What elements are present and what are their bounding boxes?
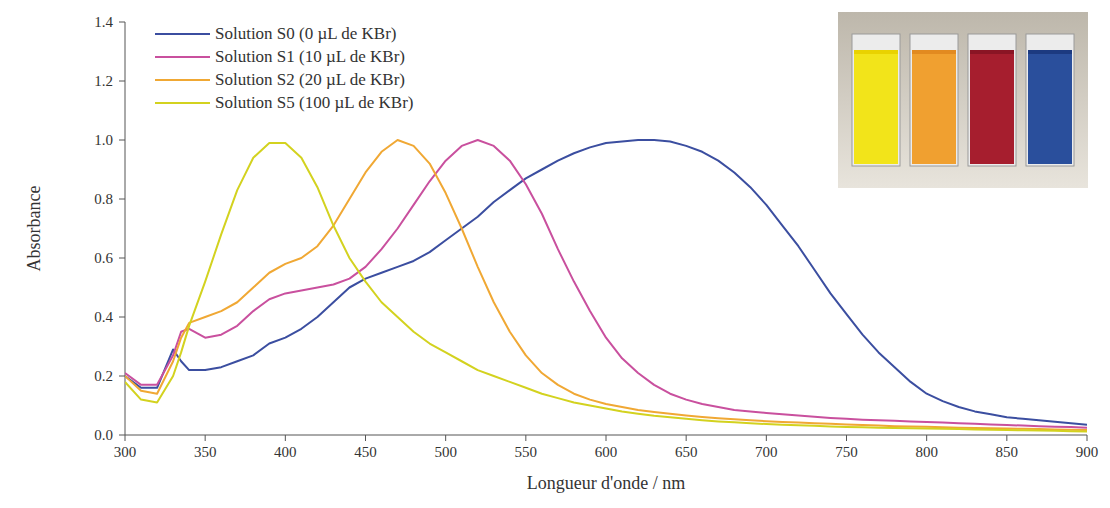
y-tick <box>119 22 125 23</box>
cuvette-meniscus <box>970 50 1014 54</box>
cuvette-meniscus <box>912 50 956 54</box>
series-line <box>125 140 1087 430</box>
x-tick-label: 650 <box>675 444 698 460</box>
x-tick <box>125 435 126 441</box>
x-tick-label: 300 <box>114 444 137 460</box>
y-tick <box>119 199 125 200</box>
y-tick-label: 0.4 <box>94 309 113 325</box>
x-tick <box>606 435 607 441</box>
y-tick <box>119 140 125 141</box>
x-tick-label: 900 <box>1076 444 1099 460</box>
y-tick-label: 0.0 <box>94 427 113 443</box>
x-tick-label: 400 <box>274 444 297 460</box>
x-tick <box>766 435 767 441</box>
x-tick-label: 800 <box>915 444 938 460</box>
y-tick <box>119 258 125 259</box>
x-tick-label: 450 <box>354 444 377 460</box>
legend-label: Solution S1 (10 µL de KBr) <box>215 47 405 66</box>
y-axis-title: Absorbance <box>24 186 44 272</box>
cuvette <box>1026 34 1074 166</box>
x-tick <box>846 435 847 441</box>
x-tick <box>365 435 366 441</box>
series-line <box>125 143 1087 432</box>
x-tick-label: 850 <box>996 444 1019 460</box>
x-tick <box>285 435 286 441</box>
x-tick <box>1006 435 1007 441</box>
x-tick-label: 500 <box>434 444 457 460</box>
x-tick-label: 600 <box>595 444 618 460</box>
legend: Solution S0 (0 µL de KBr) Solution S1 (10… <box>155 24 414 112</box>
cuvette <box>852 34 900 166</box>
cuvette-liquid <box>970 50 1014 164</box>
y-tick-label: 0.2 <box>94 368 113 384</box>
x-tick-label: 350 <box>194 444 217 460</box>
x-tick-label: 550 <box>515 444 538 460</box>
cuvette <box>968 34 1016 166</box>
y-tick <box>119 81 125 82</box>
legend-swatch <box>155 56 210 58</box>
series-line <box>125 140 1087 425</box>
x-axis-title: Longueur d'onde / nm <box>527 473 686 493</box>
cuvette-liquid <box>1028 50 1072 164</box>
series-line <box>125 140 1087 428</box>
x-tick <box>525 435 526 441</box>
legend-label: Solution S2 (20 µL de KBr) <box>215 70 405 89</box>
x-tick-label: 700 <box>755 444 778 460</box>
cuvette-meniscus <box>1028 50 1072 54</box>
photo-bg <box>838 12 1088 188</box>
x-tick <box>686 435 687 441</box>
y-tick <box>119 435 125 436</box>
chart: 300 350 400 450 500 550 600 650 700 750 800 850 900 0… <box>0 0 1110 508</box>
legend-swatch <box>155 33 210 35</box>
legend-label: Solution S5 (100 µL de KBr) <box>215 93 414 112</box>
y-tick-label: 1.0 <box>94 132 113 148</box>
cuvette-meniscus <box>854 50 898 54</box>
y-tick <box>119 376 125 377</box>
x-tick <box>205 435 206 441</box>
cuvette-liquid <box>854 50 898 164</box>
y-tick-label: 0.8 <box>94 191 113 207</box>
x-tick-label: 750 <box>835 444 858 460</box>
x-tick <box>926 435 927 441</box>
legend-swatch <box>155 79 210 81</box>
x-tick <box>1087 435 1088 441</box>
photo-inset <box>838 12 1088 188</box>
legend-swatch <box>155 102 210 104</box>
y-tick <box>119 317 125 318</box>
cuvette <box>910 34 958 166</box>
y-tick-label: 1.2 <box>94 73 113 89</box>
cuvette-liquid <box>912 50 956 164</box>
plot-lines <box>125 140 1087 431</box>
y-tick-label: 1.4 <box>94 14 113 30</box>
legend-label: Solution S0 (0 µL de KBr) <box>215 24 397 43</box>
y-tick-label: 0.6 <box>94 250 113 266</box>
x-tick <box>445 435 446 441</box>
